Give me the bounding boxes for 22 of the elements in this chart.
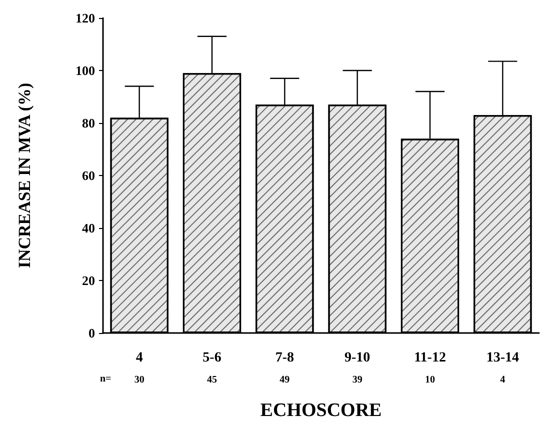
x-axis-title: ECHOSCORE bbox=[260, 400, 382, 421]
y-tick-label: 40 bbox=[82, 220, 95, 236]
y-tick-label: 80 bbox=[82, 116, 95, 130]
x-tick-label: 9-10 bbox=[344, 350, 370, 366]
x-tick-label: 13-14 bbox=[486, 350, 520, 366]
x-tick-label: 11-12 bbox=[414, 350, 446, 366]
y-tick-label: 100 bbox=[76, 63, 95, 78]
text: 4 bbox=[500, 374, 506, 386]
text: n= bbox=[100, 374, 112, 384]
text: 30 bbox=[134, 374, 144, 386]
y-axis-title: INCREASE IN MVA (%) bbox=[15, 82, 34, 268]
y-tick-label: 0 bbox=[88, 326, 95, 340]
text: 49 bbox=[280, 374, 290, 386]
x-tick-label: 4 bbox=[136, 350, 143, 366]
text: 45 bbox=[207, 374, 217, 386]
y-tick-label: 120 bbox=[76, 10, 95, 26]
text: 10 bbox=[425, 374, 435, 386]
y-tick-label: 60 bbox=[82, 168, 95, 183]
x-tick-label: 5-6 bbox=[202, 350, 222, 366]
x-tick-label: 7-8 bbox=[275, 350, 294, 366]
y-tick-label: 20 bbox=[82, 273, 95, 288]
text: 39 bbox=[352, 374, 362, 386]
